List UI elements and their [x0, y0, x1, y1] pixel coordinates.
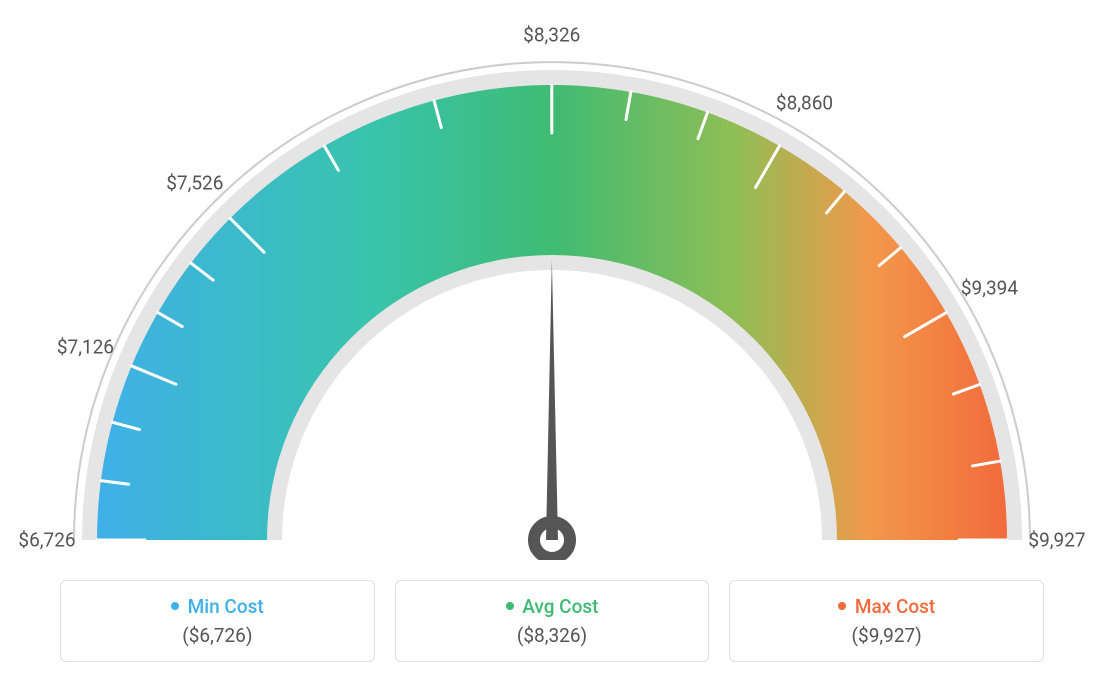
legend-label-min-text: Min Cost	[188, 595, 264, 618]
gauge-tick-label: $7,526	[166, 171, 223, 194]
legend-dot-min	[171, 602, 179, 610]
legend-card-avg: Avg Cost ($8,326)	[395, 580, 710, 662]
legend-value-max: ($9,927)	[750, 624, 1023, 647]
gauge-tick-label: $7,126	[57, 335, 114, 358]
gauge-tick-label: $9,394	[961, 276, 1018, 299]
gauge-svg	[20, 20, 1084, 560]
legend-label-avg: Avg Cost	[416, 595, 689, 618]
gauge-tick-label: $8,860	[776, 91, 833, 114]
legend-row: Min Cost ($6,726) Avg Cost ($8,326) Max …	[20, 580, 1084, 662]
legend-label-max-text: Max Cost	[855, 595, 935, 618]
legend-label-min: Min Cost	[81, 595, 354, 618]
legend-card-max: Max Cost ($9,927)	[729, 580, 1044, 662]
gauge-tick-label: $6,726	[18, 529, 75, 552]
legend-label-max: Max Cost	[750, 595, 1023, 618]
gauge-tick-label: $8,326	[523, 24, 580, 47]
legend-value-min: ($6,726)	[81, 624, 354, 647]
gauge-tick-label: $9,927	[1028, 529, 1085, 552]
legend-card-min: Min Cost ($6,726)	[60, 580, 375, 662]
legend-value-avg: ($8,326)	[416, 624, 689, 647]
legend-label-avg-text: Avg Cost	[522, 595, 598, 618]
legend-dot-avg	[506, 602, 514, 610]
legend-dot-max	[838, 602, 846, 610]
gauge-chart: $6,726 $7,126 $7,526 $8,326 $8,860 $9,394 $9,9…	[20, 20, 1084, 560]
